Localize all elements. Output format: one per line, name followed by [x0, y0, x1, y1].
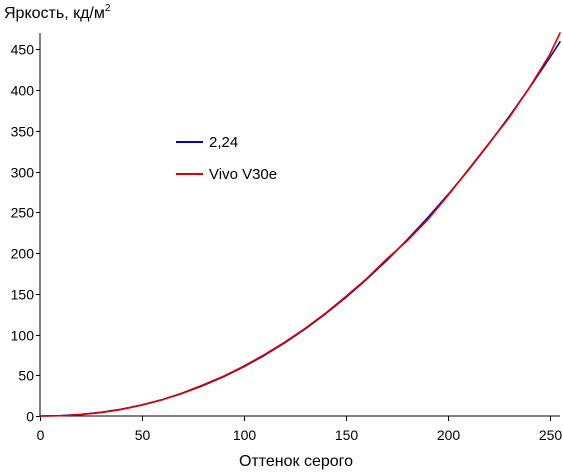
y-tick-label: 200 — [11, 246, 35, 262]
y-tick-label: 450 — [11, 42, 35, 58]
y-tick-label: 150 — [11, 287, 35, 303]
legend: 2,24 Vivo V30e — [176, 134, 277, 183]
x-tick-label: 50 — [135, 427, 151, 443]
y-axis-title-text: Яркость, кд/м — [4, 5, 105, 22]
x-axis-title: Оттенок серого — [239, 453, 353, 470]
y-tick-label: 100 — [11, 328, 35, 344]
y-tick-label: 50 — [18, 368, 34, 384]
y-tick-label: 350 — [11, 124, 35, 140]
legend-label: Vivo V30e — [209, 166, 277, 183]
x-tick-label: 250 — [539, 427, 563, 443]
series-line-device-measured — [39, 32, 561, 417]
x-tick-label: 100 — [233, 427, 257, 443]
y-axis-title: Яркость, кд/м2 — [4, 3, 111, 22]
x-tick-label: 200 — [437, 427, 461, 443]
plot-area: 0 50 100 150 200 250 300 350 400 450 0 50 100 150 200 2… — [11, 32, 563, 443]
x-tick-label: 0 — [37, 427, 45, 443]
x-tick-label: 150 — [335, 427, 359, 443]
y-axis-title-superscript: 2 — [105, 3, 111, 14]
y-tick-label: 400 — [11, 83, 35, 99]
y-tick-label: 0 — [26, 409, 34, 425]
series-line-gamma-reference — [39, 41, 561, 417]
y-tick-label: 250 — [11, 205, 35, 221]
y-tick-label: 300 — [11, 165, 35, 181]
legend-label: 2,24 — [209, 134, 238, 151]
